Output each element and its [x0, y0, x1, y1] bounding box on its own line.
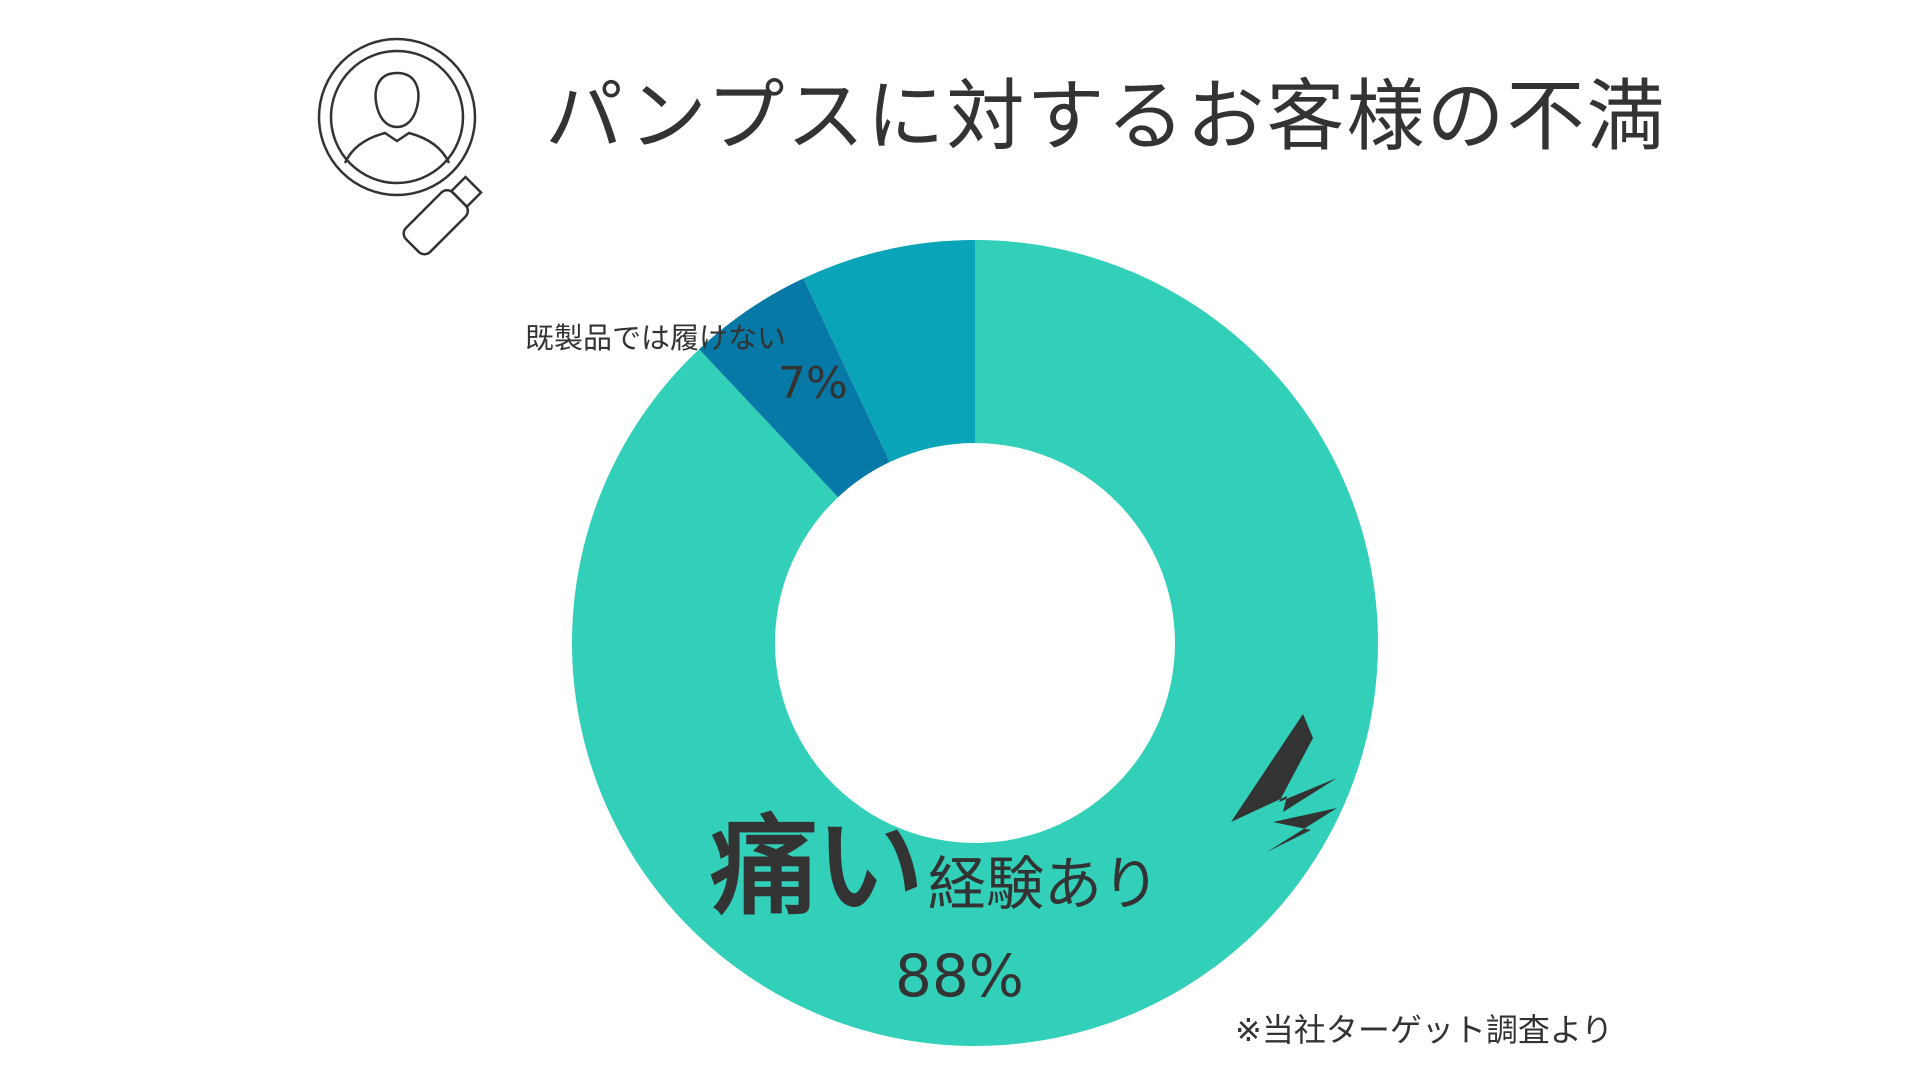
- magnifier-user-icon: [317, 37, 483, 256]
- donut-slice-1: [571, 240, 1378, 1046]
- donut-slice-3: [803, 240, 975, 463]
- slice-percent-main: 88%: [895, 942, 1024, 1010]
- slice-label-main: 痛い 経験あり: [710, 780, 1160, 936]
- slice-percent-second: 7%: [778, 358, 848, 409]
- donut-slice-2: [699, 278, 890, 498]
- page-title: パンプスに対するお客様の不満: [545, 72, 1667, 162]
- footnote: ※当社ターゲット調査より: [1235, 1011, 1614, 1049]
- main-label-emphasis: 痛い: [710, 805, 924, 930]
- slice-label-second: 既製品では履けない: [525, 321, 787, 355]
- lightning-bolt-icon: [1231, 714, 1337, 852]
- main-label-rest: 経験あり: [928, 850, 1161, 918]
